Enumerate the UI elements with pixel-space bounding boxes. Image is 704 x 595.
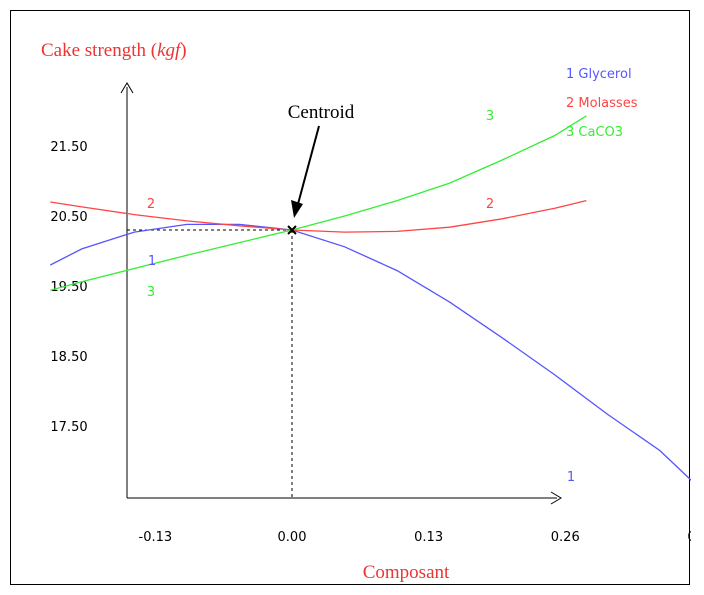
y-tick-label: 19.50 <box>50 280 87 295</box>
legend-item-caco3: 3 CaCO3 <box>566 125 623 140</box>
axes <box>120 82 562 505</box>
series-line-glycerol <box>50 223 691 481</box>
x-tick-label: 0.13 <box>414 530 443 545</box>
series-end-label: 3 <box>486 109 494 124</box>
x-axis-title: Composant <box>363 562 450 583</box>
series-end-label: 1 <box>148 254 156 269</box>
y-axis-title-close: ) <box>180 40 186 61</box>
x-tick-label: 0.26 <box>551 530 580 545</box>
series-line-molasses <box>50 199 587 233</box>
series-curves <box>50 115 691 481</box>
centroid-label: Centroid <box>288 102 355 123</box>
series-line-caco3 <box>50 115 587 291</box>
chart-canvas: -0.13 0.00 0.13 0.26 0.39 21.50 20.50 19.50 18.5… <box>41 40 691 583</box>
y-axis-title-unit: kgf <box>157 40 183 61</box>
chart-frame: -0.13 0.00 0.13 0.26 0.39 21.50 20.50 19.50 18.5… <box>10 10 691 585</box>
centroid-guides <box>127 125 320 498</box>
series-end-label: 3 <box>147 285 155 300</box>
series-end-label: 2 <box>486 197 494 212</box>
y-tick-label: 20.50 <box>50 210 87 225</box>
series-end-label: 2 <box>147 197 155 212</box>
legend-item-glycerol: 1 Glycerol <box>566 67 632 82</box>
y-axis-arrow <box>120 82 134 94</box>
y-axis-title: Cake strength (kgf) <box>41 40 187 61</box>
x-tick-label: 0.00 <box>278 530 307 545</box>
y-tick-label: 18.50 <box>50 350 87 365</box>
series-labels: 1 1 2 2 3 3 <box>147 109 575 485</box>
tick-labels: -0.13 0.00 0.13 0.26 0.39 21.50 20.50 19.50 18.5… <box>50 140 691 545</box>
x-tick-label: 0.39 <box>687 530 691 545</box>
centroid-marker <box>287 225 297 235</box>
legend-item-molasses: 2 Molasses <box>566 96 638 111</box>
legend: 1 Glycerol 2 Molasses 3 CaCO3 <box>566 67 638 140</box>
x-axis-arrow <box>550 491 562 505</box>
centroid-arrow-head <box>291 200 303 218</box>
y-tick-label: 17.50 <box>50 420 87 435</box>
series-end-label: 1 <box>567 470 575 485</box>
y-tick-label: 21.50 <box>50 140 87 155</box>
y-axis-title-main: Cake strength ( <box>41 40 157 61</box>
x-tick-label: -0.13 <box>139 530 173 545</box>
centroid-arrow-shaft <box>297 125 320 205</box>
